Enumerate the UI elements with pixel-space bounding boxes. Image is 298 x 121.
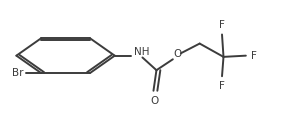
- Text: O: O: [173, 49, 181, 59]
- Text: F: F: [219, 81, 225, 91]
- Text: Br: Br: [13, 68, 24, 78]
- Text: F: F: [219, 20, 225, 30]
- Text: O: O: [150, 96, 159, 106]
- Text: F: F: [251, 51, 257, 61]
- Text: NH: NH: [134, 47, 150, 57]
